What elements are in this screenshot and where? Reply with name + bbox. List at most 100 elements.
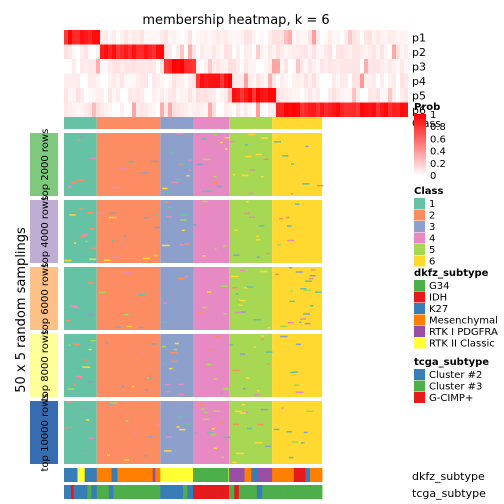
row-group-label: top 10000 rows xyxy=(40,394,51,472)
heatmap-speckle xyxy=(89,228,95,230)
prob-cell xyxy=(92,73,96,88)
heatmap-speckle xyxy=(202,255,206,257)
prob-cell xyxy=(344,73,348,88)
heatmap-speckle xyxy=(253,346,256,348)
heatmap-speckle xyxy=(275,273,279,276)
heatmap-speckle xyxy=(238,304,243,306)
annotation-cell xyxy=(299,468,306,482)
prob-cell xyxy=(180,59,184,74)
prob-legend-gradient xyxy=(414,114,426,176)
heatmap-speckle xyxy=(174,179,182,181)
prob-cell xyxy=(220,30,224,45)
heatmap-speckle xyxy=(154,213,158,215)
prob-cell xyxy=(356,44,360,59)
prob-cell xyxy=(96,73,100,88)
prob-cell xyxy=(312,30,316,45)
heatmap-speckle xyxy=(231,275,239,278)
prob-cell xyxy=(140,44,144,59)
heatmap-speckle xyxy=(89,258,97,261)
prob-cell xyxy=(204,102,208,117)
prob-cell xyxy=(132,59,136,74)
prob-cell xyxy=(236,102,240,117)
prob-cell xyxy=(152,59,156,74)
annotation-cell xyxy=(302,485,306,499)
class-bar-segment-6 xyxy=(272,117,322,129)
prob-cell xyxy=(384,44,388,59)
prob-cell xyxy=(316,102,320,117)
heatmap-speckle xyxy=(263,158,269,161)
annotation-cell xyxy=(111,468,118,482)
prob-cell xyxy=(280,30,284,45)
prob-cell xyxy=(240,88,244,103)
prob-cell xyxy=(88,102,92,117)
prob-cell xyxy=(364,102,368,117)
prob-cell xyxy=(156,73,160,88)
prob-cell xyxy=(332,30,336,45)
heatmap-speckle xyxy=(309,275,316,277)
prob-cell xyxy=(308,59,312,74)
annotation-cell xyxy=(87,485,92,499)
prob-cell xyxy=(336,74,340,89)
annotation-cell xyxy=(293,468,300,482)
prob-legend-tick: 0 xyxy=(430,171,436,182)
prob-row-label-p3: p3 xyxy=(412,61,426,74)
annotation-cell xyxy=(217,485,220,499)
heatmap-speckle xyxy=(207,291,212,293)
heatmap-speckle xyxy=(144,216,149,219)
heatmap-speckle xyxy=(184,243,189,245)
annotation-cell xyxy=(160,468,168,482)
heatmap-speckle xyxy=(310,305,314,307)
heatmap-speckle xyxy=(162,363,165,365)
annotation-cell xyxy=(310,485,317,499)
heatmap-speckle xyxy=(203,158,212,161)
prob-cell xyxy=(240,73,244,88)
annotation-cell xyxy=(251,468,258,482)
heatmap-speckle xyxy=(179,244,184,246)
prob-cell xyxy=(208,30,212,45)
heatmap-speckle xyxy=(232,254,240,256)
prob-row-label-p5: p5 xyxy=(412,90,426,103)
heatmap-speckle xyxy=(220,285,228,287)
prob-cell xyxy=(184,74,188,89)
prob-cell xyxy=(340,44,344,59)
annotation-cell xyxy=(117,468,121,482)
prob-cell xyxy=(244,44,248,59)
heatmap-speckle xyxy=(137,294,146,296)
prob-cell xyxy=(388,73,392,88)
heatmap-speckle xyxy=(280,335,288,338)
heatmap-speckle xyxy=(131,385,135,388)
prob-cell xyxy=(404,44,408,59)
annotation-cell xyxy=(113,485,119,499)
prob-cell xyxy=(136,59,140,74)
heatmap-speckle xyxy=(161,244,170,247)
prob-cell xyxy=(92,102,96,117)
prob-cell xyxy=(216,73,220,88)
prob-cell xyxy=(312,44,316,59)
prob-cell xyxy=(300,30,304,45)
annotation-legend-swatch xyxy=(414,314,425,326)
prob-cell xyxy=(384,102,388,117)
annotation-cell xyxy=(96,468,104,482)
heatmap-speckle xyxy=(224,148,228,150)
prob-cell xyxy=(380,102,384,117)
prob-cell xyxy=(236,44,240,59)
prob-cell xyxy=(204,59,208,74)
prob-cell xyxy=(328,30,332,45)
heatmap-speckle xyxy=(170,152,176,154)
heatmap-speckle xyxy=(295,391,304,393)
heatmap-speckle xyxy=(206,431,213,434)
prob-cell xyxy=(92,30,96,45)
prob-cell xyxy=(396,102,400,117)
heatmap-speckle xyxy=(87,282,94,284)
prob-cell xyxy=(268,88,272,103)
heatmap-speckle xyxy=(112,256,120,259)
heatmap-block-class-5 xyxy=(229,267,273,330)
prob-cell xyxy=(96,88,100,103)
prob-cell xyxy=(176,73,180,88)
heatmap-speckle xyxy=(123,235,127,237)
heatmap-speckle xyxy=(223,388,231,391)
prob-cell xyxy=(340,88,344,103)
prob-cell xyxy=(392,59,396,74)
heatmap-speckle xyxy=(234,410,243,413)
